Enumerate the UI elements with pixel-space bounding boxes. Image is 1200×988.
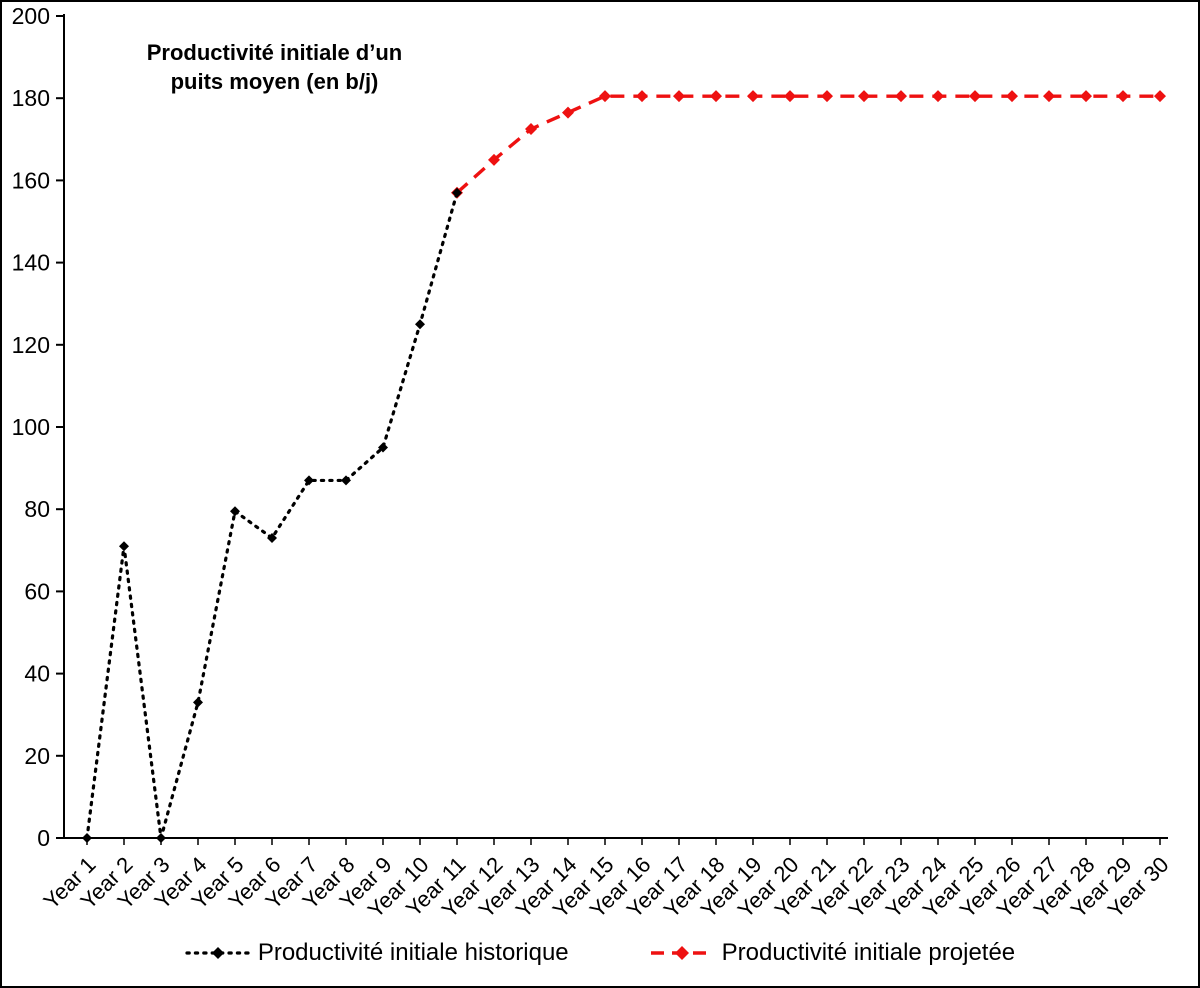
data-point: [969, 90, 981, 103]
series-line: [455, 94, 1160, 195]
y-tick-label: 120: [12, 332, 50, 358]
chart-legend: Productivité initiale historique Product…: [2, 928, 1198, 978]
y-tick-label: 140: [12, 250, 50, 276]
legend-entry-historical: Productivité initiale historique: [185, 939, 569, 967]
dashed-line-diamond-icon: [649, 943, 715, 963]
data-point: [267, 532, 277, 543]
y-tick-label: 180: [12, 85, 50, 111]
data-point: [599, 90, 611, 103]
chart-title-line2: puits moyen (en b/j): [170, 69, 379, 95]
y-tick-label: 40: [24, 661, 50, 687]
data-point: [1006, 90, 1018, 103]
data-point: [119, 541, 129, 552]
data-point: [673, 90, 685, 103]
y-tick-label: 200: [12, 3, 50, 29]
data-point: [710, 90, 722, 103]
data-point: [341, 475, 351, 486]
data-point: [636, 90, 648, 103]
data-point: [747, 90, 759, 103]
legend-entry-projected: Productivité initiale projetée: [649, 939, 1016, 967]
y-tick-label: 0: [37, 825, 50, 851]
data-point: [488, 153, 500, 166]
y-tick-label: 80: [24, 496, 50, 522]
data-point: [525, 123, 537, 136]
chart-title-line1: Productivité initiale d’un: [146, 40, 403, 65]
data-point: [784, 90, 796, 103]
legend-label-projected: Productivité initiale projetée: [721, 939, 1016, 966]
data-point: [1117, 90, 1129, 103]
data-point: [1080, 90, 1092, 103]
y-tick-label: 60: [24, 578, 50, 604]
data-point: [378, 442, 388, 453]
data-point: [156, 833, 166, 843]
data-point: [562, 106, 574, 119]
series-line: [85, 191, 459, 840]
data-point: [193, 697, 203, 708]
data-point: [895, 90, 907, 103]
y-tick-label: 20: [24, 743, 50, 769]
data-point: [415, 319, 425, 330]
data-point: [1154, 90, 1166, 103]
data-point: [230, 506, 240, 517]
data-point: [858, 90, 870, 103]
y-tick-label: 160: [12, 167, 50, 193]
data-point: [82, 833, 92, 843]
data-point: [1043, 90, 1055, 103]
data-point: [932, 90, 944, 103]
data-point: [304, 475, 314, 486]
data-point: [452, 187, 462, 198]
data-point: [821, 90, 833, 103]
legend-label-historical: Productivité initiale historique: [257, 939, 569, 966]
y-tick-label: 100: [12, 414, 50, 440]
chart-title: Productivité initiale d’un puits moyen (…: [102, 38, 447, 96]
dotted-line-diamond-icon: [185, 943, 251, 963]
